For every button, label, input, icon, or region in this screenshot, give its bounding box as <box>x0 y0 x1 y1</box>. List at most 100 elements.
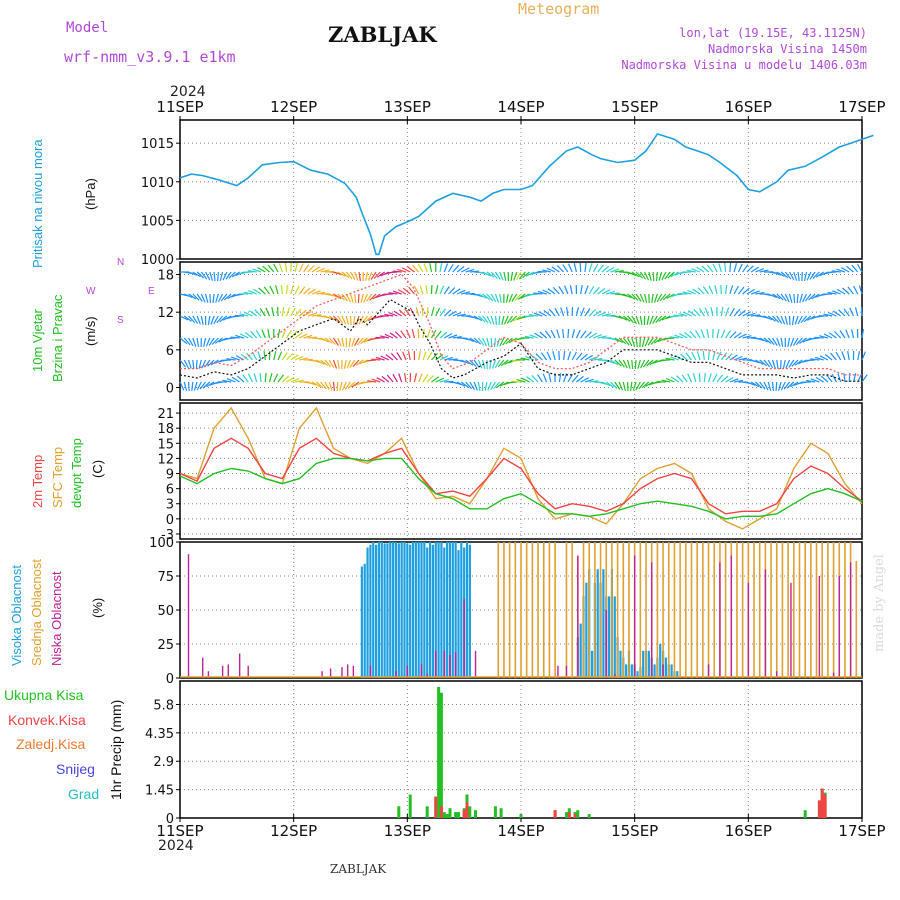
wind-barb <box>683 311 692 317</box>
wind-barb <box>755 291 765 295</box>
wind-barb <box>614 381 621 390</box>
wind-barb <box>216 315 224 324</box>
wind-barb <box>188 337 194 347</box>
wind-barb <box>646 315 650 325</box>
wind-barb <box>838 309 846 317</box>
wind-barb <box>253 288 262 295</box>
wind-barb <box>486 315 492 325</box>
wind-barb <box>333 271 343 276</box>
wind-barb <box>712 351 716 361</box>
wind-barb <box>179 337 188 345</box>
wind-barb <box>217 293 224 303</box>
pressure-label: Pritisak na nivou mora <box>30 139 45 268</box>
wind-barb <box>622 315 631 322</box>
wind-barb <box>803 315 812 323</box>
wind-barb <box>665 377 675 383</box>
wind-barb <box>277 329 281 339</box>
wind-barb <box>720 352 728 361</box>
series-pritisak-na-nivou-mora <box>179 132 874 256</box>
wind-barb <box>649 359 658 366</box>
wind-barb <box>231 271 241 278</box>
wind-barb <box>610 359 619 366</box>
wind-barb <box>215 293 219 303</box>
wind-barb <box>670 356 679 361</box>
wind-barb <box>423 263 428 273</box>
wind-barbs <box>179 262 868 392</box>
wind-barb <box>281 329 287 339</box>
wind-barb <box>513 271 518 281</box>
wind-barb <box>746 312 756 317</box>
wind-barb <box>500 359 509 367</box>
wind-barb <box>539 331 547 339</box>
wind-barb <box>513 315 522 322</box>
wind-barb <box>560 307 565 317</box>
wind-barb <box>780 381 786 391</box>
wind-barb <box>573 263 577 273</box>
wind-barb <box>202 381 211 389</box>
wind-barb <box>426 351 433 361</box>
panel-4: 0 1.45 2.9 4.35 5.8 <box>145 680 863 827</box>
precip-bar <box>454 812 458 818</box>
wind-barb <box>333 315 341 323</box>
y-tick-label: 21 <box>157 407 174 422</box>
wind-barb <box>259 372 262 383</box>
precip-bar <box>567 812 571 818</box>
wind-barb <box>200 315 204 325</box>
wind-barb <box>514 293 522 302</box>
wind-barb <box>290 354 299 361</box>
wind-barb <box>791 359 799 367</box>
y-tick-label: 6 <box>166 344 174 359</box>
wind-barb <box>268 373 273 383</box>
wind-barb <box>580 353 588 361</box>
temp-dew-label: dewpt Temp <box>69 438 84 508</box>
wind-barb <box>712 373 718 383</box>
wind-barb <box>720 284 722 295</box>
wind-barb <box>789 271 795 281</box>
y-tick-label: 12 <box>157 306 174 321</box>
wind-barb <box>192 337 197 347</box>
x-tick-label: 15SEP <box>611 822 658 840</box>
wind-barb <box>738 357 748 361</box>
x-tick-label: 17SEP <box>838 98 885 116</box>
wind-barb <box>320 269 330 273</box>
wind-barb <box>200 293 206 303</box>
wind-barb <box>706 264 714 273</box>
wind-barb <box>776 293 784 301</box>
wind-barb <box>357 293 360 304</box>
wind-barb <box>290 285 294 295</box>
wind-barb <box>538 311 547 317</box>
wind-barb <box>793 293 796 304</box>
wind-barb <box>482 315 489 324</box>
wind-barb <box>360 293 364 303</box>
wind-barb <box>593 334 603 339</box>
wind-barb <box>843 308 850 317</box>
wind-barb <box>341 337 345 347</box>
wind-barb <box>630 381 633 391</box>
wind-barb <box>201 359 207 369</box>
wind-barb <box>703 373 706 383</box>
wind-barb <box>653 293 658 303</box>
wind-barb <box>443 263 449 273</box>
wind-barb <box>601 289 611 295</box>
wind-unit: (m/s) <box>83 316 98 346</box>
wind-barb <box>375 356 385 361</box>
wind-barb <box>307 381 317 386</box>
wind-barb <box>231 356 240 361</box>
wind-barb <box>814 356 824 361</box>
wind-barb <box>542 289 552 295</box>
wind-barb <box>720 375 729 383</box>
wind-barb <box>806 379 816 383</box>
wind-barb <box>546 351 552 361</box>
wind-barb <box>787 337 791 347</box>
wind-barb <box>831 373 837 383</box>
wind-barb <box>396 352 403 361</box>
wind-barb <box>294 332 303 339</box>
wind-barb <box>435 285 439 295</box>
wind-barb <box>729 307 735 317</box>
wind-barb <box>682 291 692 295</box>
wind-barb <box>622 381 626 391</box>
wind-barb <box>244 311 253 317</box>
wind-barb <box>518 271 526 280</box>
wind-barb <box>537 290 547 295</box>
y-tick-label: 4.35 <box>145 727 174 742</box>
